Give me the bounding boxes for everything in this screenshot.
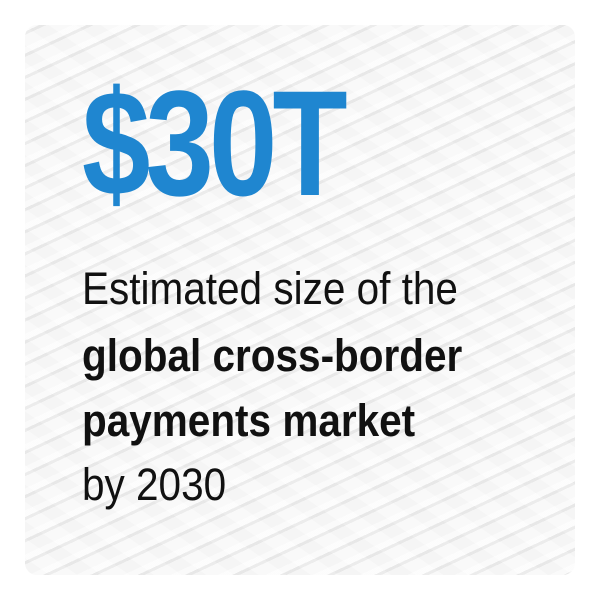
caption-line-2: global cross-border [82, 330, 463, 381]
headline-stat: $30T [82, 59, 348, 227]
stat-card [25, 25, 575, 575]
caption-line-1: Estimated size of the [82, 263, 458, 314]
caption-line-3: payments market [82, 395, 416, 446]
caption-line-4: by 2030 [82, 459, 227, 510]
